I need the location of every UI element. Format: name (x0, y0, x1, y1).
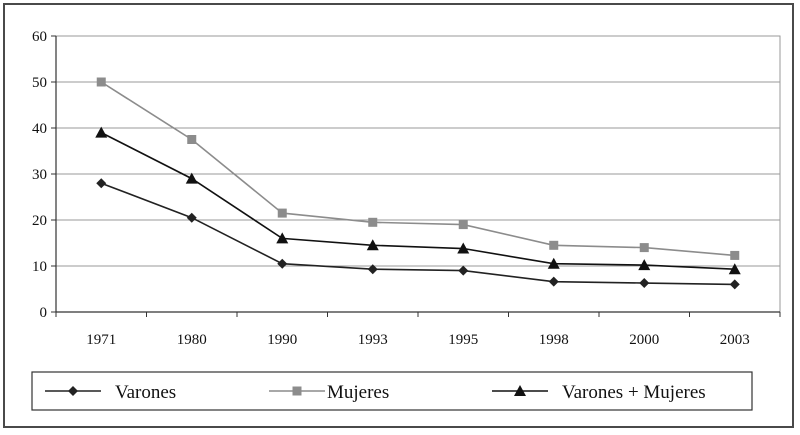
series-varones-mujeres (95, 126, 741, 275)
data-point (186, 212, 197, 223)
legend: Varones Mujeres Varones + Mujeres (31, 371, 753, 411)
legend-label: Varones (115, 382, 176, 403)
data-point (728, 263, 741, 275)
x-tick-label: 1993 (358, 332, 388, 348)
y-tick-label: 30 (32, 167, 47, 183)
data-point (277, 208, 287, 218)
data-point (366, 239, 379, 251)
y-tick-label: 60 (32, 29, 47, 45)
series-varones (96, 178, 740, 290)
legend-item: Varones + Mujeres (492, 382, 706, 403)
y-tick-label: 40 (32, 121, 47, 137)
legend-box (31, 371, 753, 411)
data-point (548, 276, 559, 287)
y-tick-label: 50 (32, 75, 47, 91)
data-point (638, 259, 651, 271)
data-point (276, 232, 289, 244)
x-tick-label: 1995 (448, 332, 478, 348)
data-point (547, 257, 560, 269)
x-tick-label: 1998 (539, 332, 569, 348)
y-axis: 0 10 20 30 40 50 60 (32, 29, 57, 321)
data-point (185, 172, 198, 184)
line-chart: 0 10 20 30 40 50 60 1971 1980 1990 1993 1995 1998 20… (31, 29, 781, 411)
series-layer (95, 77, 741, 290)
y-tick-label: 0 (40, 305, 48, 321)
y-tick-label: 20 (32, 213, 47, 229)
y-tick-label: 10 (32, 259, 47, 275)
data-point (187, 135, 197, 144)
legend-label: Varones + Mujeres (562, 382, 706, 403)
x-axis: 1971 1980 1990 1993 1995 1998 2000 2003 (55, 311, 781, 348)
data-point (96, 178, 107, 189)
x-tick-label: 2000 (629, 332, 659, 348)
data-point (368, 217, 378, 227)
data-point (457, 242, 470, 254)
legend-item: Mujeres (269, 382, 389, 403)
legend-marker (68, 386, 78, 396)
data-point (730, 250, 740, 260)
data-point (639, 278, 650, 289)
data-point (458, 265, 469, 276)
x-tick-label: 2003 (720, 332, 750, 348)
chart-frame: 0 10 20 30 40 50 60 1971 1980 1990 1993 1995 1998 20… (3, 3, 794, 428)
series-line (100, 182, 735, 286)
legend-marker (292, 386, 302, 396)
x-tick-label: 1971 (86, 332, 116, 348)
legend-marker (514, 385, 526, 396)
series-line (100, 81, 735, 257)
data-point (96, 77, 106, 87)
x-tick-label: 1990 (267, 332, 297, 348)
x-tick-label: 1980 (177, 332, 207, 348)
series-line (100, 131, 735, 271)
series-mujeres (96, 77, 740, 260)
data-point (277, 258, 288, 269)
data-point (458, 220, 468, 230)
data-point (549, 240, 559, 250)
legend-label: Mujeres (327, 382, 389, 403)
data-point (639, 243, 649, 253)
data-point (729, 279, 740, 290)
data-point (95, 126, 108, 138)
legend-item: Varones (45, 382, 176, 403)
data-point (367, 264, 378, 275)
